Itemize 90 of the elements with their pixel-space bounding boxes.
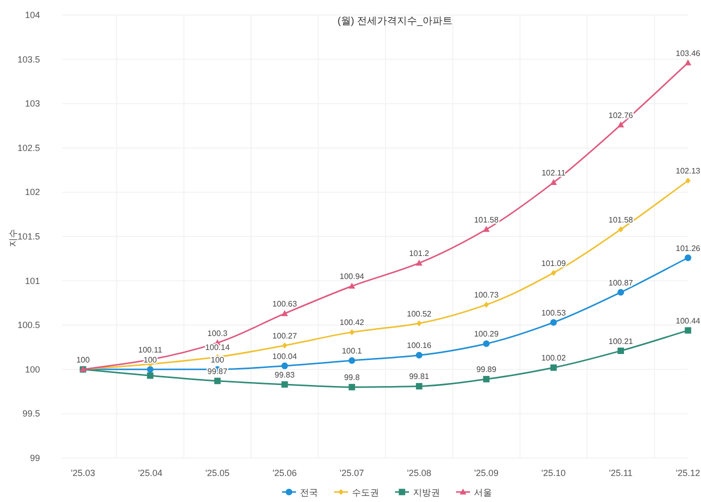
x-tick-label: '25.12 xyxy=(676,468,700,478)
point xyxy=(484,302,489,308)
y-tick-label: 102.5 xyxy=(17,142,40,153)
y-tick-label: 104 xyxy=(24,10,40,20)
data-label: 100 xyxy=(76,355,90,364)
data-label: 100.73 xyxy=(474,290,500,300)
x-tick-label: '25.09 xyxy=(474,468,498,478)
data-label: 100.21 xyxy=(608,336,634,346)
data-label: 100.29 xyxy=(474,330,500,339)
chart-title: (월) 전세가격지수_아파트 xyxy=(338,16,452,27)
data-label: 100.87 xyxy=(608,278,634,288)
data-label: 99.83 xyxy=(274,370,296,380)
y-tick-label: 99.5 xyxy=(22,408,40,419)
data-label: 100.94 xyxy=(340,272,365,282)
point xyxy=(282,342,288,348)
point xyxy=(146,366,154,373)
data-label: 100.11 xyxy=(138,346,163,355)
legend-label: 수도권 xyxy=(352,488,379,498)
legend-label: 전국 xyxy=(300,488,318,498)
y-tick-label: 100 xyxy=(24,364,40,374)
point xyxy=(684,327,692,334)
x-tick-label: '25.07 xyxy=(340,468,364,478)
data-label: 100.14 xyxy=(205,342,230,352)
x-tick-label: '25.08 xyxy=(406,468,432,478)
point xyxy=(281,362,288,370)
point xyxy=(214,378,221,384)
data-label: 100.44 xyxy=(676,316,701,326)
data-label: 101.58 xyxy=(474,215,500,224)
legend-label: 지방권 xyxy=(413,488,440,498)
data-label: 103.46 xyxy=(676,48,701,58)
x-tick-label: '25.04 xyxy=(138,468,162,478)
data-label: 100 xyxy=(210,355,225,364)
y-tick-label: 103.5 xyxy=(17,54,40,64)
data-label: 100.3 xyxy=(207,328,228,338)
data-label: 99.8 xyxy=(344,373,360,382)
point xyxy=(348,282,356,289)
data-label: 101.58 xyxy=(608,215,634,224)
point xyxy=(416,320,422,326)
data-label: 99.81 xyxy=(409,372,430,382)
data-label: 100.52 xyxy=(406,309,432,318)
y-tick-label: 101 xyxy=(24,276,40,286)
data-label: 100.53 xyxy=(541,308,566,318)
data-label: 100.42 xyxy=(340,318,365,328)
point xyxy=(416,260,422,266)
point xyxy=(550,319,557,326)
point xyxy=(348,357,356,364)
x-tick-label: '25.10 xyxy=(541,468,566,478)
y-tick-label: 100.5 xyxy=(17,320,40,330)
point xyxy=(349,329,354,336)
x-tick-label: '25.06 xyxy=(272,468,297,478)
point xyxy=(617,121,624,128)
point xyxy=(618,348,624,354)
data-label: 100.63 xyxy=(272,300,298,309)
point xyxy=(483,376,490,382)
data-label: 99.89 xyxy=(476,365,497,374)
point xyxy=(551,270,556,276)
y-tick-label: 99 xyxy=(30,453,40,463)
x-tick-label: '25.03 xyxy=(70,468,96,478)
data-label: 100.1 xyxy=(342,346,362,356)
point xyxy=(483,340,490,348)
x-tick-label: '25.11 xyxy=(608,468,633,478)
point xyxy=(617,289,624,296)
y-tick-label: 103 xyxy=(24,98,40,109)
point xyxy=(281,381,288,388)
point xyxy=(147,372,154,379)
data-label: 100.04 xyxy=(272,352,298,361)
point xyxy=(618,226,624,232)
data-label: 102.13 xyxy=(676,166,701,176)
data-label: 100.02 xyxy=(541,354,566,363)
legend-label: 서울 xyxy=(474,488,492,498)
data-label: 101.09 xyxy=(541,258,566,268)
point xyxy=(281,310,288,316)
data-label: 100.27 xyxy=(272,331,298,340)
point xyxy=(483,226,490,232)
data-label: 102.11 xyxy=(542,168,566,178)
x-tick-label: '25.05 xyxy=(205,468,230,478)
point xyxy=(684,254,692,262)
point xyxy=(348,384,356,390)
point xyxy=(416,352,422,359)
data-label: 101.26 xyxy=(676,244,701,253)
point xyxy=(684,59,692,66)
point xyxy=(686,178,690,184)
point xyxy=(550,178,557,185)
y-tick-label: 101.5 xyxy=(17,232,40,242)
y-tick-label: 102 xyxy=(24,187,40,198)
y-axis-title: 지수 xyxy=(8,229,18,247)
point xyxy=(550,364,557,371)
data-label: 100.16 xyxy=(406,341,432,350)
data-label: 101.2 xyxy=(409,249,430,258)
point xyxy=(416,383,422,390)
